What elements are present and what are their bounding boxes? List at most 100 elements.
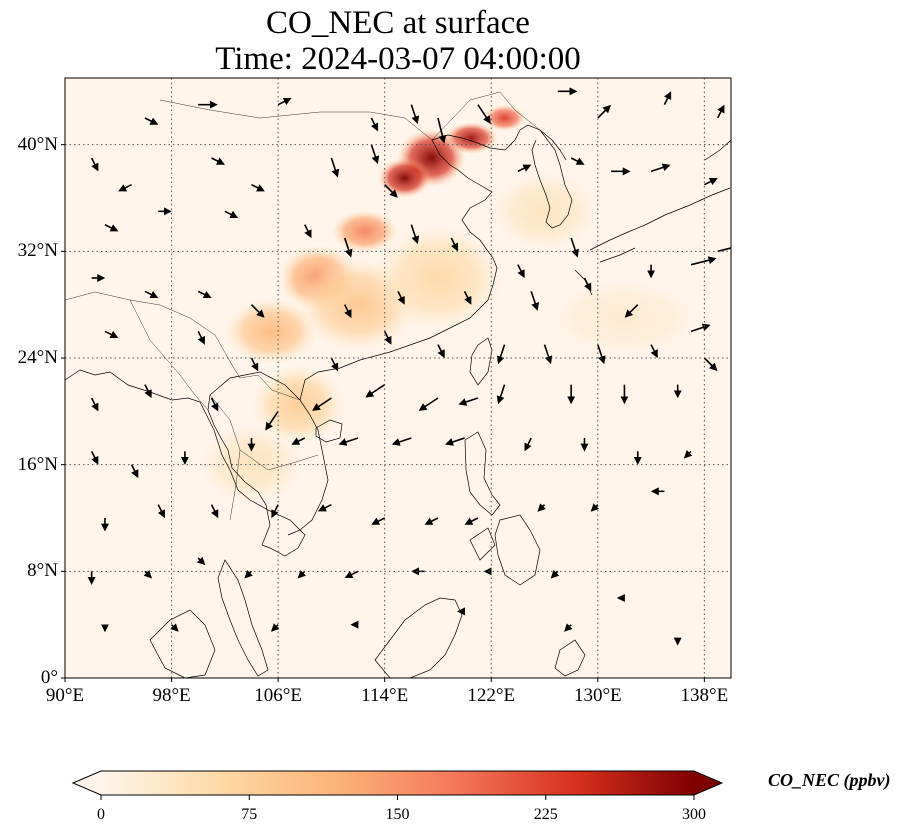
map-body bbox=[65, 78, 731, 678]
axis-ticks bbox=[61, 144, 705, 682]
wind-arrow bbox=[517, 264, 525, 279]
wind-arrow bbox=[143, 569, 153, 579]
wind-arrow bbox=[365, 384, 386, 398]
wind-arrow bbox=[458, 397, 479, 406]
wind-arrow bbox=[371, 517, 386, 525]
wind-arrow bbox=[424, 517, 439, 525]
wind-arrow bbox=[624, 304, 639, 318]
coastline-sulawesi bbox=[554, 639, 586, 677]
colorbar-extend-min bbox=[73, 771, 101, 795]
wind-arrow bbox=[196, 556, 206, 566]
colorbar-extend-max bbox=[694, 771, 722, 795]
wind-arrow bbox=[265, 410, 279, 431]
lat-tick-label: 0° bbox=[40, 667, 58, 688]
wind-arrow bbox=[543, 344, 553, 365]
wind-arrow bbox=[250, 304, 265, 318]
wind-arrow bbox=[291, 437, 306, 445]
lon-tick-label: 130°E bbox=[573, 685, 622, 706]
wind-arrow bbox=[244, 569, 253, 579]
wind-arrow bbox=[344, 304, 352, 319]
wind-arrow bbox=[344, 570, 359, 579]
lon-tick-label: 98°E bbox=[152, 685, 191, 706]
lon-tick-label: 106°E bbox=[254, 685, 302, 706]
coastline-japan bbox=[574, 139, 731, 296]
wind-arrow bbox=[370, 117, 379, 132]
wind-arrow bbox=[312, 397, 332, 411]
wind-arrow bbox=[90, 450, 99, 465]
concentration-cell bbox=[371, 224, 505, 332]
wind-arrow bbox=[157, 504, 165, 519]
wind-arrow bbox=[330, 357, 339, 372]
coastline-malay bbox=[217, 559, 269, 677]
wind-arrow bbox=[537, 503, 546, 512]
wind-arrow bbox=[690, 256, 717, 266]
wind-arrow bbox=[397, 290, 405, 305]
coastline-philippines-south bbox=[469, 514, 541, 586]
wind-arrow bbox=[703, 357, 718, 372]
wind-arrow bbox=[271, 504, 279, 519]
wind-arrow bbox=[370, 144, 380, 165]
wind-arrow bbox=[704, 177, 718, 186]
wind-arrow bbox=[650, 163, 671, 173]
wind-arrow bbox=[383, 330, 392, 345]
coastlines bbox=[65, 124, 731, 678]
wind-arrow bbox=[118, 183, 132, 192]
figure-time: Time: 2024-03-07 04:00:00 bbox=[215, 41, 581, 77]
map-frame bbox=[64, 77, 732, 679]
wind-arrow bbox=[583, 277, 592, 292]
lon-tick-label: 90°E bbox=[45, 685, 85, 706]
wind-arrow bbox=[717, 247, 731, 253]
border-china-north bbox=[159, 99, 433, 141]
concentration-layer bbox=[198, 104, 705, 505]
wind-arrow bbox=[597, 344, 606, 365]
wind-arrow bbox=[477, 104, 491, 124]
colorbar-gradient bbox=[101, 771, 694, 795]
wind-arrow bbox=[130, 464, 139, 479]
wind-arrow bbox=[550, 569, 560, 579]
wind-arrow bbox=[250, 357, 259, 372]
coastline-sumatra bbox=[149, 609, 216, 678]
lon-tick-label: 114°E bbox=[361, 685, 409, 706]
wind-arrow bbox=[144, 384, 152, 399]
wind-arrow bbox=[384, 184, 398, 198]
wind-arrow bbox=[496, 384, 506, 405]
wind-arrow bbox=[297, 569, 307, 579]
wind-arrow bbox=[211, 157, 225, 165]
wind-arrow bbox=[663, 91, 672, 106]
border-china-south bbox=[65, 291, 301, 401]
wind-arrow bbox=[524, 437, 532, 452]
colorbar-label: CO_NEC (ppbv) bbox=[768, 770, 891, 790]
wind-arrow bbox=[496, 344, 506, 365]
wind-arrow bbox=[104, 223, 119, 232]
wind-arrow bbox=[517, 164, 532, 173]
coastline-asia-mainland bbox=[65, 124, 567, 557]
colorbar-tick-label: 300 bbox=[682, 806, 706, 823]
wind-arrow bbox=[445, 437, 465, 446]
wind-arrow bbox=[144, 290, 159, 299]
colorbar-tick-label: 0 bbox=[97, 806, 105, 823]
colorbar-tick-label: 150 bbox=[385, 806, 410, 823]
wind-arrow bbox=[463, 290, 472, 305]
coastline-korea bbox=[531, 129, 573, 229]
wind-arrow bbox=[144, 117, 159, 125]
wind-arrow bbox=[210, 397, 219, 412]
wind-arrow bbox=[224, 210, 239, 219]
wind-arrow bbox=[251, 183, 265, 192]
lat-tick-label: 32°N bbox=[17, 240, 58, 262]
wind-arrow bbox=[391, 437, 412, 446]
concentration-cell bbox=[378, 158, 432, 198]
coastline-taiwan bbox=[469, 337, 493, 386]
wind-arrow bbox=[716, 104, 725, 119]
border-indochina bbox=[129, 299, 319, 521]
wind-arrow bbox=[683, 449, 693, 459]
country-borders bbox=[65, 91, 541, 521]
lon-tick-label: 122°E bbox=[467, 685, 516, 706]
wind-arrow bbox=[530, 291, 539, 311]
wind-arrow bbox=[590, 503, 600, 512]
wind-arrow bbox=[437, 117, 447, 144]
wind-arrow bbox=[170, 623, 179, 632]
lon-tick-label: 138°E bbox=[680, 685, 729, 706]
wind-arrow bbox=[304, 224, 312, 239]
wind-arrow bbox=[464, 517, 479, 525]
